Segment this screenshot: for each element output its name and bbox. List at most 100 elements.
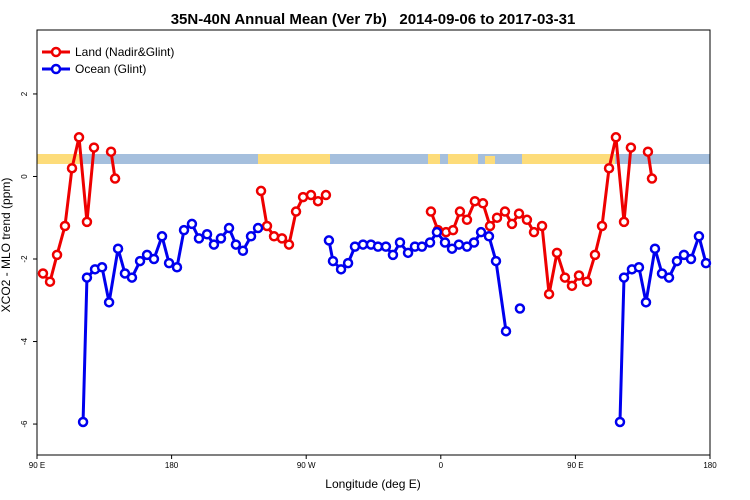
data-point [255, 185, 267, 197]
data-point [171, 262, 183, 273]
data-point [491, 212, 503, 223]
data-point [425, 206, 437, 217]
data-point [163, 257, 175, 269]
data-point [618, 272, 630, 283]
legend-label: Land (Nadir&Glint) [75, 45, 174, 59]
y-axis-label: XCO2 - MLO trend (ppm) [0, 178, 13, 313]
data-point [342, 257, 354, 269]
y-tick-label: 0 [20, 174, 29, 179]
data-point [81, 272, 93, 283]
data-point [416, 241, 428, 252]
y-tick-label: -2 [20, 255, 29, 263]
data-point [109, 173, 121, 184]
data-point [103, 297, 115, 308]
data-point [148, 253, 160, 265]
data-point [499, 206, 511, 217]
data-point [625, 142, 637, 153]
data-point [536, 220, 548, 232]
data-point [424, 237, 436, 248]
data-point [387, 249, 399, 261]
data-point [618, 216, 630, 228]
series-line [41, 135, 654, 296]
data-point [573, 270, 585, 281]
y-tick-label: 2 [20, 91, 29, 96]
data-point [312, 195, 324, 207]
data-point [394, 237, 406, 248]
data-point [500, 325, 512, 337]
data-point [671, 255, 683, 267]
data-point [320, 189, 332, 201]
data-point [105, 146, 117, 157]
data-point [514, 303, 526, 314]
data-point [81, 216, 93, 228]
data-point [335, 264, 347, 275]
data-point [603, 162, 615, 174]
data-point [431, 226, 443, 238]
data-point [640, 297, 652, 308]
land-band [37, 154, 82, 164]
data-point [484, 220, 496, 232]
x-tick-label: 180 [165, 461, 179, 470]
data-point [37, 268, 49, 279]
data-point [468, 237, 480, 248]
legend-label: Ocean (Glint) [75, 62, 146, 76]
data-point [327, 255, 339, 267]
data-point [290, 206, 302, 217]
data-point [305, 189, 317, 201]
y-tick-label: -4 [20, 337, 29, 345]
x-tick-label: 90 E [29, 461, 45, 470]
land-band [258, 154, 330, 164]
data-point [475, 226, 487, 238]
data-point [126, 272, 138, 283]
y-tick-label: -6 [20, 420, 29, 428]
data-point [521, 214, 533, 226]
data-point [402, 247, 414, 259]
data-point [610, 132, 622, 143]
data-point [88, 142, 100, 153]
data-point [566, 280, 578, 292]
data-point [201, 228, 213, 240]
data-point [261, 220, 273, 232]
data-point [186, 218, 198, 230]
data-point [646, 173, 658, 184]
data-point [215, 233, 227, 244]
data-point [614, 416, 626, 428]
data-point [447, 224, 459, 236]
data-point [596, 220, 608, 232]
x-tick-label: 0 [439, 461, 444, 470]
data-point [380, 241, 392, 252]
data-point [178, 224, 190, 236]
x-axis-label: Longitude (deg E) [325, 477, 420, 491]
data-point [477, 198, 489, 209]
data-point [581, 276, 593, 287]
x-tick-label: 180 [703, 461, 717, 470]
data-point [642, 146, 654, 157]
data-point [223, 222, 235, 234]
data-point [513, 208, 525, 219]
data-point [543, 288, 555, 300]
data-point [59, 220, 71, 232]
data-point [483, 231, 495, 242]
data-point [44, 276, 56, 287]
data-point [685, 253, 697, 265]
legend-marker [50, 46, 62, 58]
x-tick-label: 90 E [567, 461, 583, 470]
data-point [551, 247, 563, 259]
data-point [439, 237, 451, 248]
data-point [276, 233, 288, 244]
data-point [245, 231, 257, 242]
data-point [506, 218, 518, 230]
data-point [252, 222, 264, 234]
land-band [485, 156, 495, 164]
x-tick-label: 90 W [297, 461, 316, 470]
data-point [230, 239, 242, 250]
land-band [522, 154, 615, 164]
data-point [700, 257, 712, 269]
data-point [73, 132, 85, 143]
data-point [693, 231, 705, 242]
land-band [448, 154, 478, 164]
data-point [77, 416, 89, 428]
data-point [633, 262, 645, 273]
